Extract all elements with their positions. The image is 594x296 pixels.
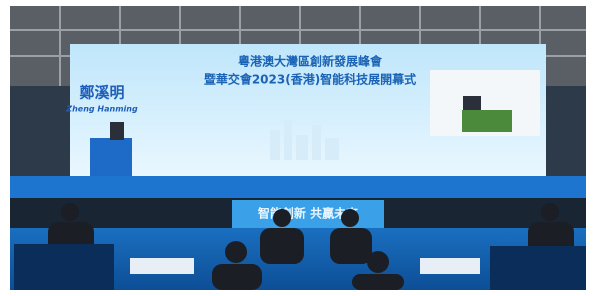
page: 粵港澳大灣區創新發展峰會 暨華交會2023(香港)智能科技展開幕式 鄭溪明 Zh… — [0, 0, 594, 296]
speaker — [110, 122, 124, 140]
photo: 粵港澳大灣區創新發展峰會 暨華交會2023(香港)智能科技展開幕式 鄭溪明 Zh… — [0, 0, 594, 296]
podium-flowers — [462, 110, 512, 132]
screen-subtitle: 暨華交會2023(香港)智能科技展開幕式 — [204, 72, 416, 87]
speaker-name-en: Zheng Hanming — [65, 105, 138, 114]
stage — [10, 176, 586, 198]
speaker-name: 鄭溪明 — [79, 84, 124, 102]
screen-title: 粵港澳大灣區創新發展峰會 — [238, 54, 383, 69]
